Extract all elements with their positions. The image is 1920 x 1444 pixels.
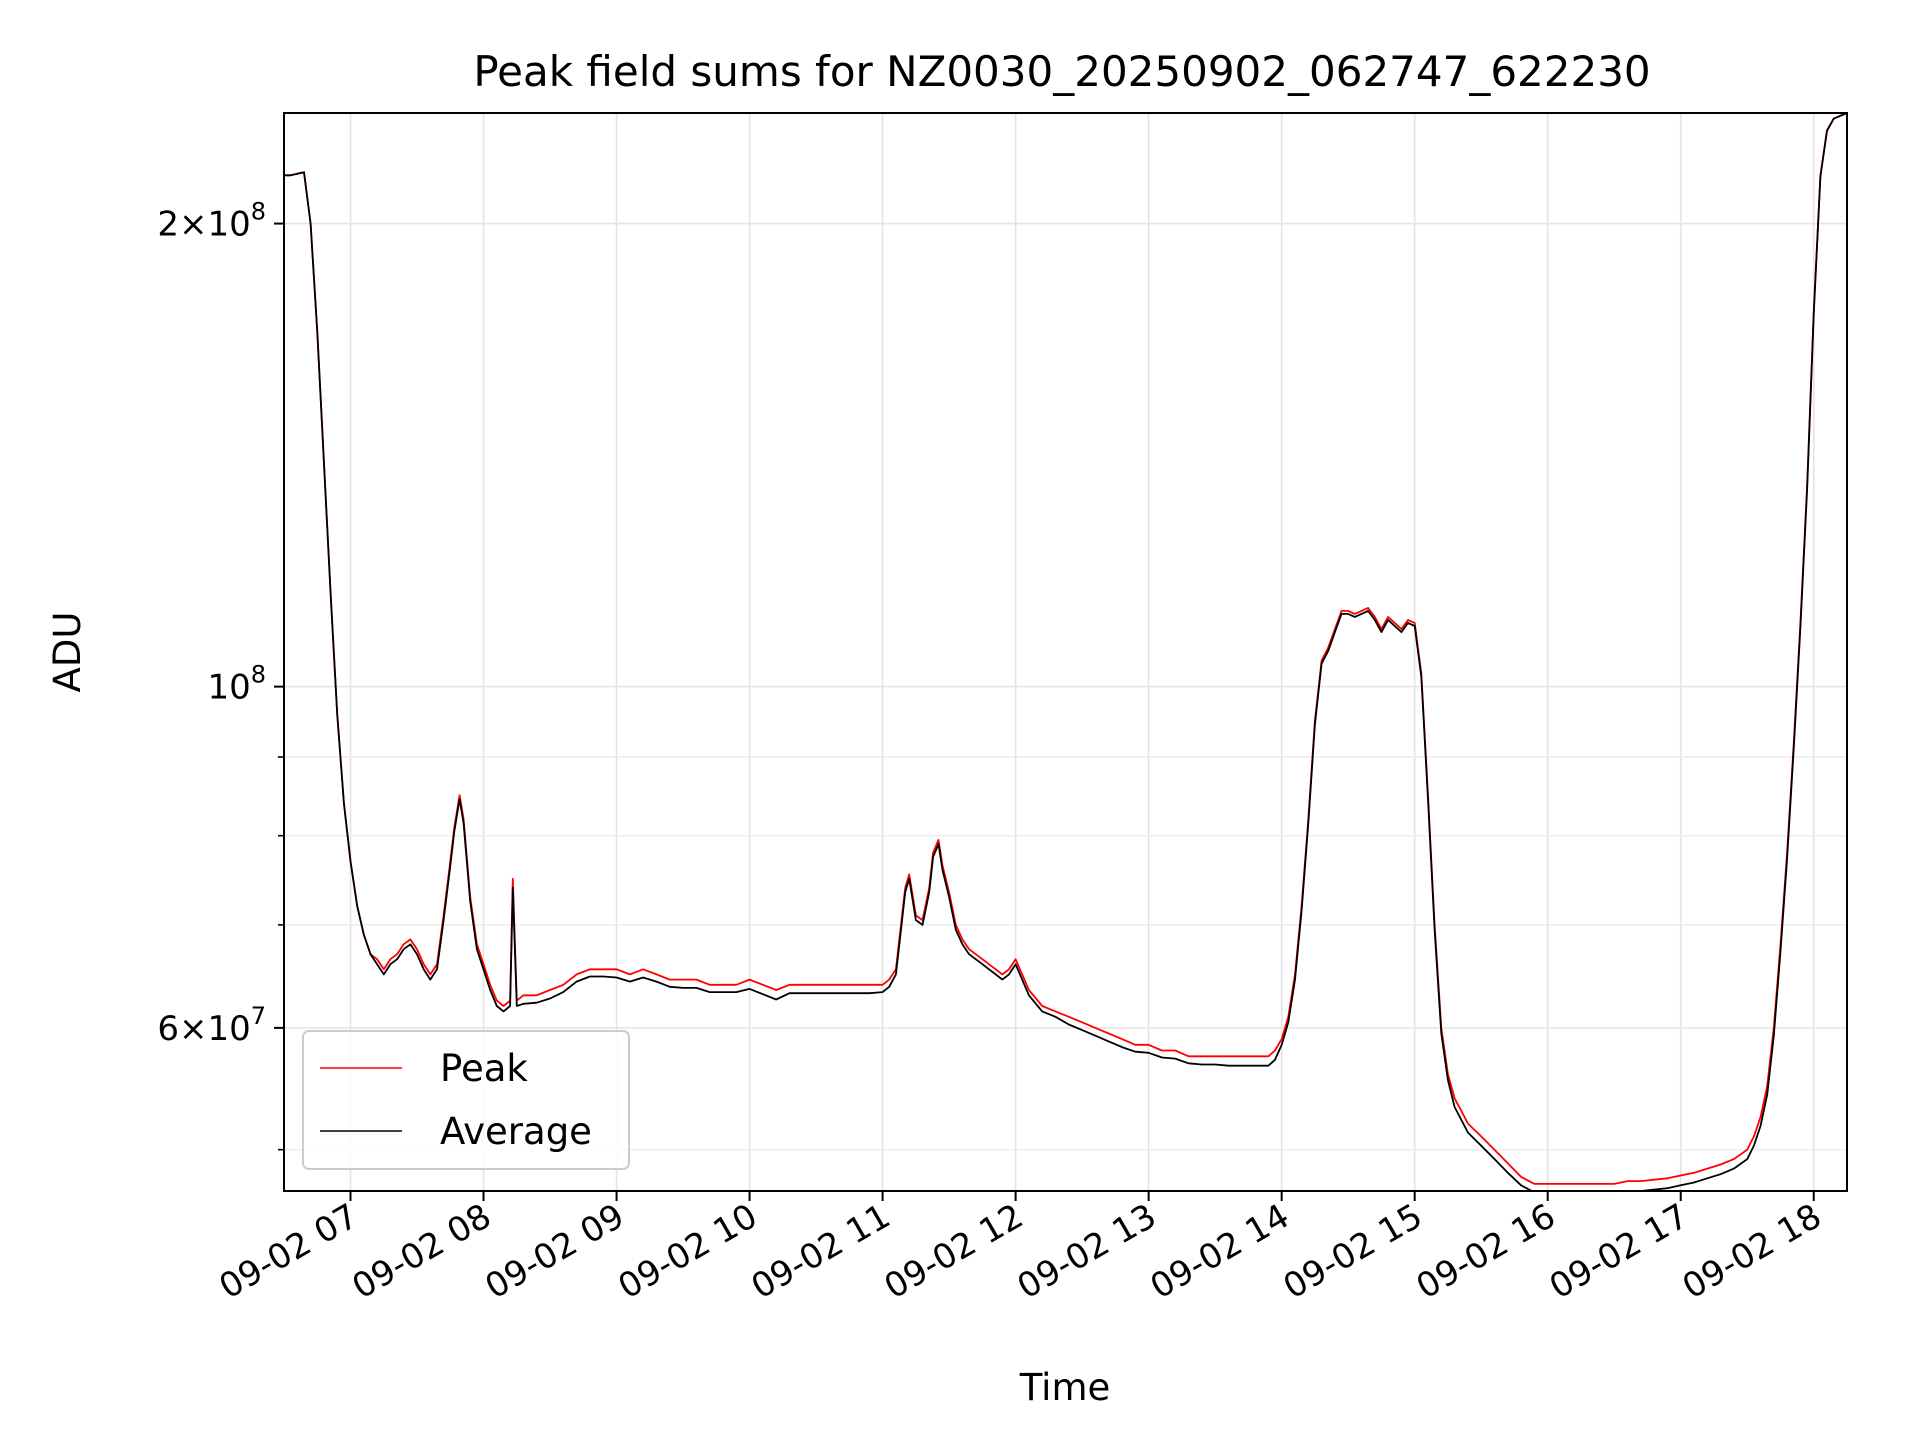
legend-box [302, 1030, 630, 1170]
y-tick-exponent: 7 [251, 1002, 266, 1030]
grid [284, 113, 1847, 1191]
y-tick-times: ×10 [179, 205, 251, 245]
y-tick-base: 10 [207, 668, 250, 708]
legend: Peak Average [302, 1030, 630, 1170]
y-axis-label: ADU [46, 612, 89, 693]
y-tick-label: 6×107 [157, 1002, 266, 1049]
y-tick-exponent: 8 [251, 661, 266, 689]
x-axis-label: Time [1019, 1366, 1111, 1409]
y-tick-mantissa: 2 [157, 205, 179, 245]
y-tick-label: 108 [207, 661, 266, 708]
series-line-average [284, 113, 1847, 1191]
chart-title: Peak field sums for NZ0030_20250902_0627… [473, 47, 1650, 96]
y-tick-exponent: 8 [251, 198, 266, 226]
y-tick-label: 2×108 [157, 198, 266, 245]
series-layer [284, 113, 1847, 1191]
y-tick-mantissa: 6 [157, 1009, 179, 1049]
legend-label-peak: Peak [440, 1047, 528, 1090]
plot-frame [283, 112, 1848, 1192]
legend-label-average: Average [440, 1110, 592, 1153]
y-tick-times: ×10 [179, 1009, 251, 1049]
